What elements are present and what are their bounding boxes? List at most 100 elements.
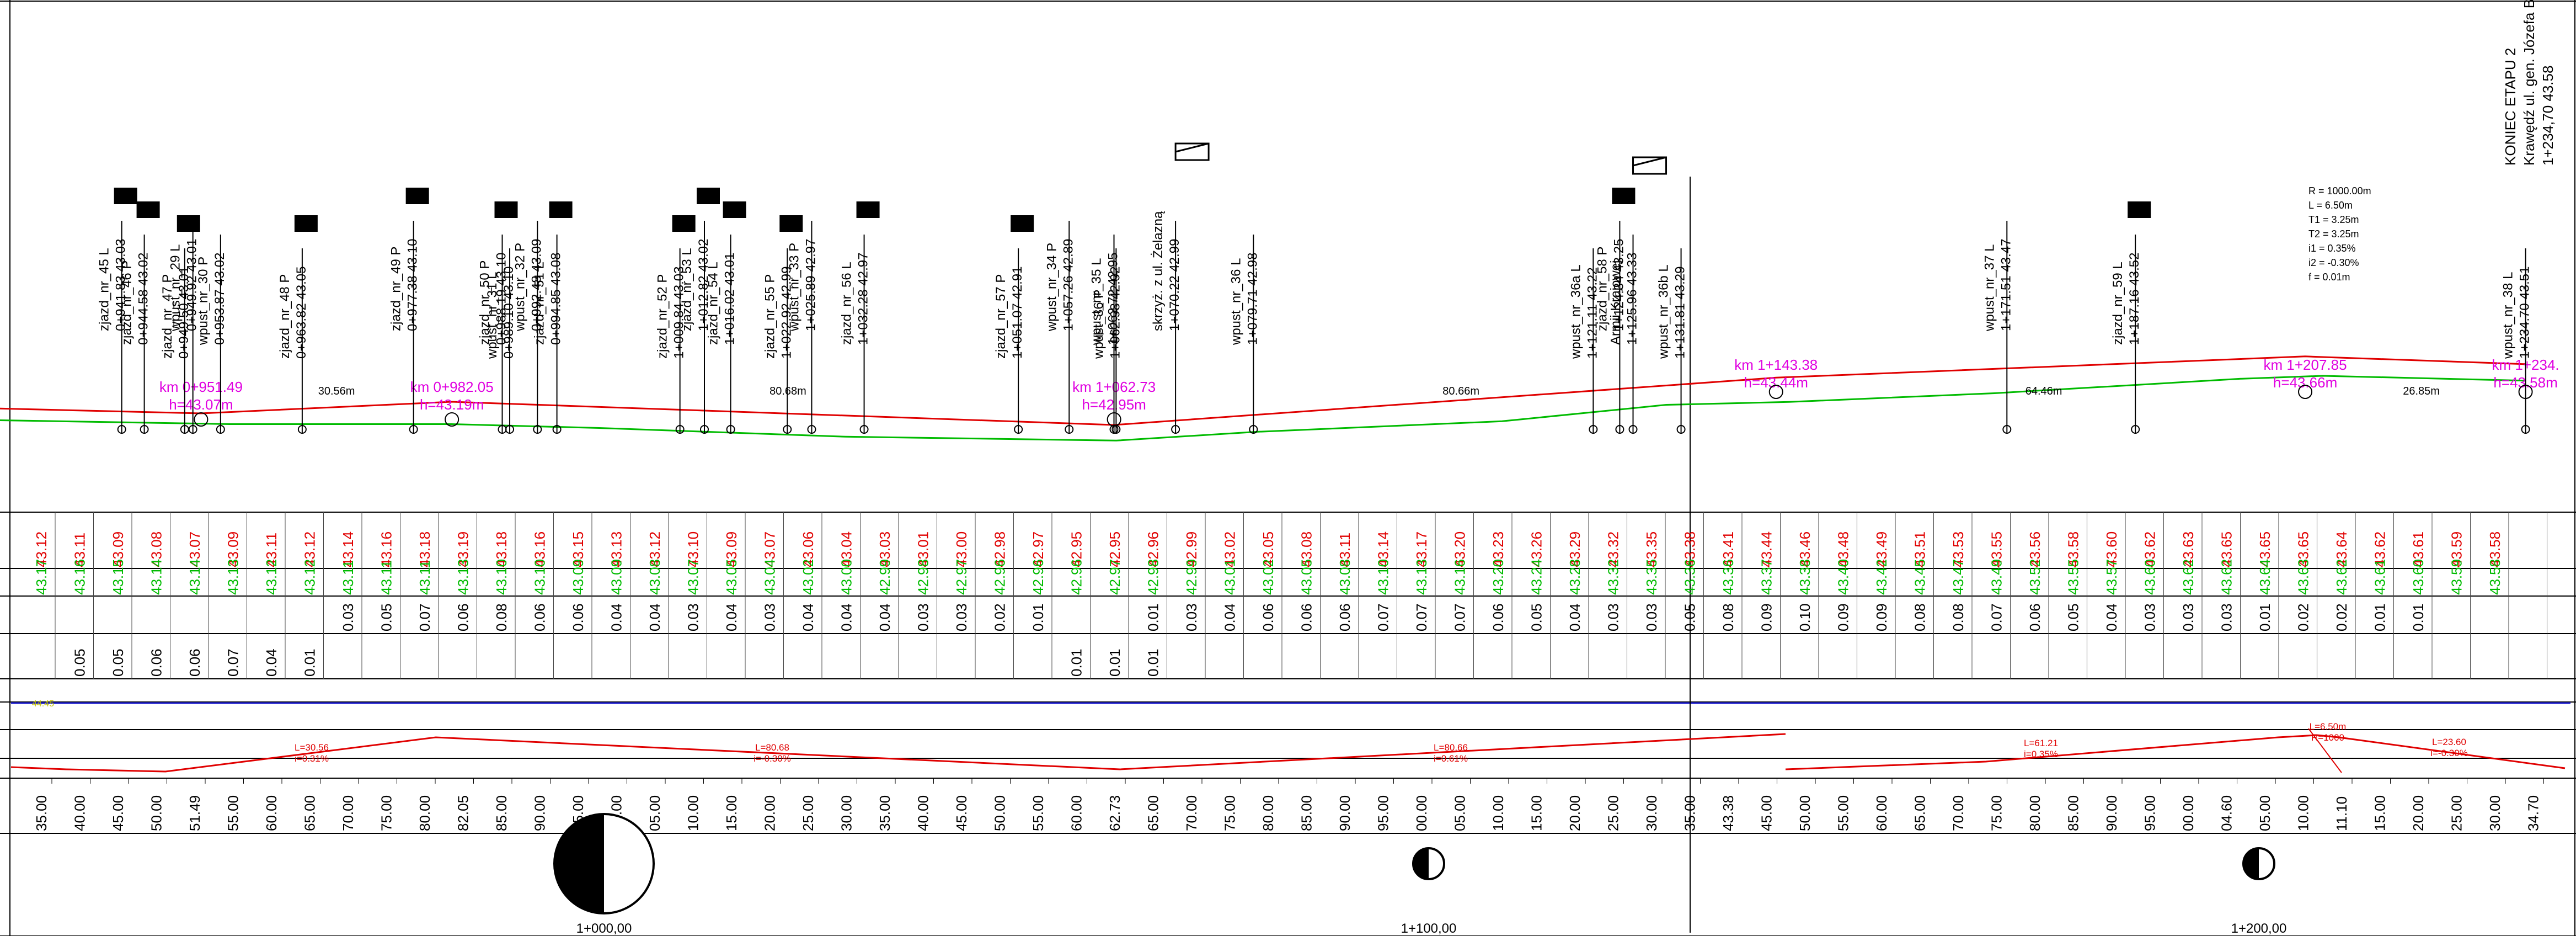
grade-slope-label: i=0.31% xyxy=(295,753,329,764)
chainage-label: 35.00 xyxy=(1682,795,1698,831)
chainage-label: 95.00 xyxy=(2142,795,2158,831)
hectometer-half-fill xyxy=(554,814,604,913)
curve-param-label: L = 6.50m xyxy=(2308,200,2353,211)
design-level-label: 43.18 xyxy=(493,531,510,567)
km-station-label: km 0+982.05 xyxy=(410,379,494,395)
design-level-label: 43.14 xyxy=(340,531,356,567)
chainage-label: 80.00 xyxy=(2027,795,2043,831)
chainage-label: 15.00 xyxy=(1529,795,1545,831)
object-label: 1+070.22 42.99 xyxy=(1167,239,1182,332)
vertex-circle xyxy=(2298,385,2313,399)
difference-label: 0.08 xyxy=(1950,603,1966,631)
object-label: wpust_nr_34 P xyxy=(1044,243,1059,332)
design-level-label: 43.23 xyxy=(1490,531,1506,567)
difference-label: 0.06 xyxy=(532,603,548,631)
terrain-level-label: 43.16 xyxy=(1452,559,1468,595)
chainage-label: 50.00 xyxy=(1797,795,1813,831)
chainage-label: 05.00 xyxy=(2257,795,2273,831)
difference-label: 0.07 xyxy=(416,603,433,631)
difference-label: 0.03 xyxy=(1643,603,1660,631)
chainage-label: 85.00 xyxy=(493,795,510,831)
terrain-level-label: 43.20 xyxy=(1490,559,1506,595)
grade-slope-label: i=0.61% xyxy=(1434,753,1468,764)
difference-label: 0.03 xyxy=(1605,603,1622,631)
object-label: wpust_nr_32 P xyxy=(512,243,527,332)
design-level-label: 43.09 xyxy=(723,531,740,567)
chainage-label: 10.00 xyxy=(1490,795,1506,831)
object-point-marker xyxy=(552,425,562,434)
vertex-circle xyxy=(194,412,209,427)
design-level-label: 43.48 xyxy=(1835,531,1852,567)
difference-label: 0.10 xyxy=(1797,603,1813,631)
terrain-level-label: 43.58 xyxy=(2487,559,2503,595)
terrain-level-label: 43.14 xyxy=(186,559,203,595)
chainage-label: 20.00 xyxy=(762,795,778,831)
design-level-label: 43.08 xyxy=(1298,531,1315,567)
object-label: 1+079.71 42.98 xyxy=(1245,253,1260,345)
object-label: wpust_nr_36 L xyxy=(1228,258,1243,345)
object-point-marker xyxy=(409,425,418,434)
curve-param-label: T2 = 3.25m xyxy=(2308,228,2359,240)
object-flag-marker xyxy=(1011,215,1034,232)
difference-label: 0.05 xyxy=(378,603,395,631)
design-level-label: 43.61 xyxy=(2410,531,2427,567)
cut-depth-label: 0.01 xyxy=(1068,648,1085,677)
object-point-marker xyxy=(2131,425,2140,434)
object-label: 0+953.87 43.02 xyxy=(212,253,227,345)
object-label: 1+171.51 43.47 xyxy=(1998,239,2013,332)
terrain-level-label: 43.42 xyxy=(1873,559,1890,595)
end-block-label: 1+234,70 43.58 xyxy=(2540,66,2556,166)
junction-flag-marker xyxy=(1632,156,1668,175)
difference-label: 0.03 xyxy=(2142,603,2158,631)
difference-label: 0.04 xyxy=(838,603,855,631)
design-level-label: 43.12 xyxy=(646,531,663,567)
design-level-label: 43.65 xyxy=(2219,531,2235,567)
object-point-marker xyxy=(1249,425,1258,434)
terrain-level-label: 43.11 xyxy=(416,560,433,595)
object-point-marker xyxy=(2521,425,2530,434)
object-point-marker xyxy=(1171,425,1180,434)
design-level-label: 43.49 xyxy=(1873,531,1890,567)
design-level-label: 43.07 xyxy=(762,531,778,567)
terrain-level-label: 43.62 xyxy=(2333,559,2350,595)
design-level-label: 43.20 xyxy=(1452,531,1468,567)
object-point-marker xyxy=(1065,425,1074,434)
design-level-label: 43.44 xyxy=(1759,531,1775,567)
object-label: 0+944.58 43.02 xyxy=(136,253,151,345)
chainage-label: 70.00 xyxy=(1950,795,1966,831)
terrain-level-label: 43.09 xyxy=(570,559,586,595)
chainage-label: 45.00 xyxy=(1759,795,1775,831)
design-level-label: 43.63 xyxy=(2180,531,2196,567)
terrain-level-label: 42.97 xyxy=(953,559,970,595)
object-flag-marker xyxy=(177,215,200,232)
difference-label: 0.03 xyxy=(340,603,356,631)
chainage-label: 10.00 xyxy=(2295,795,2312,831)
chainage-label: 30.00 xyxy=(838,795,855,831)
terrain-level-label: 43.60 xyxy=(2410,559,2427,595)
design-level-label: 43.60 xyxy=(2103,531,2120,567)
object-label: 0+988.19 43.10 xyxy=(494,253,509,345)
km-station-label: km 0+951.49 xyxy=(159,379,243,395)
object-label: zjazd_nr_55 P xyxy=(762,274,777,359)
object-flag-marker xyxy=(294,215,318,232)
terrain-level-label: 43.55 xyxy=(2065,559,2082,595)
difference-label: 0.01 xyxy=(2372,603,2388,631)
object-label: 1+051.07 42.91 xyxy=(1010,267,1025,359)
terrain-level-label: 43.13 xyxy=(225,559,242,595)
chainage-label: 95.00 xyxy=(1375,795,1392,831)
grade-slope-label: i=-0.30% xyxy=(2430,748,2468,758)
terrain-level-label: 43.17 xyxy=(33,559,50,595)
terrain-level-label: 43.01 xyxy=(1222,559,1238,595)
difference-label: 0.07 xyxy=(1989,603,2005,631)
terrain-level-label: 43.10 xyxy=(532,559,548,595)
object-flag-marker xyxy=(494,201,518,218)
object-point-marker xyxy=(1615,425,1624,434)
chainage-label: 30.00 xyxy=(1643,795,1660,831)
terrain-profile-line xyxy=(0,375,2526,442)
object-point-marker xyxy=(505,425,515,434)
object-flag-marker xyxy=(697,188,720,204)
object-point-marker xyxy=(726,425,735,434)
cut-depth-label: 0.01 xyxy=(1107,648,1123,677)
design-level-label: 43.41 xyxy=(1720,531,1736,567)
difference-label: 0.08 xyxy=(493,603,510,631)
